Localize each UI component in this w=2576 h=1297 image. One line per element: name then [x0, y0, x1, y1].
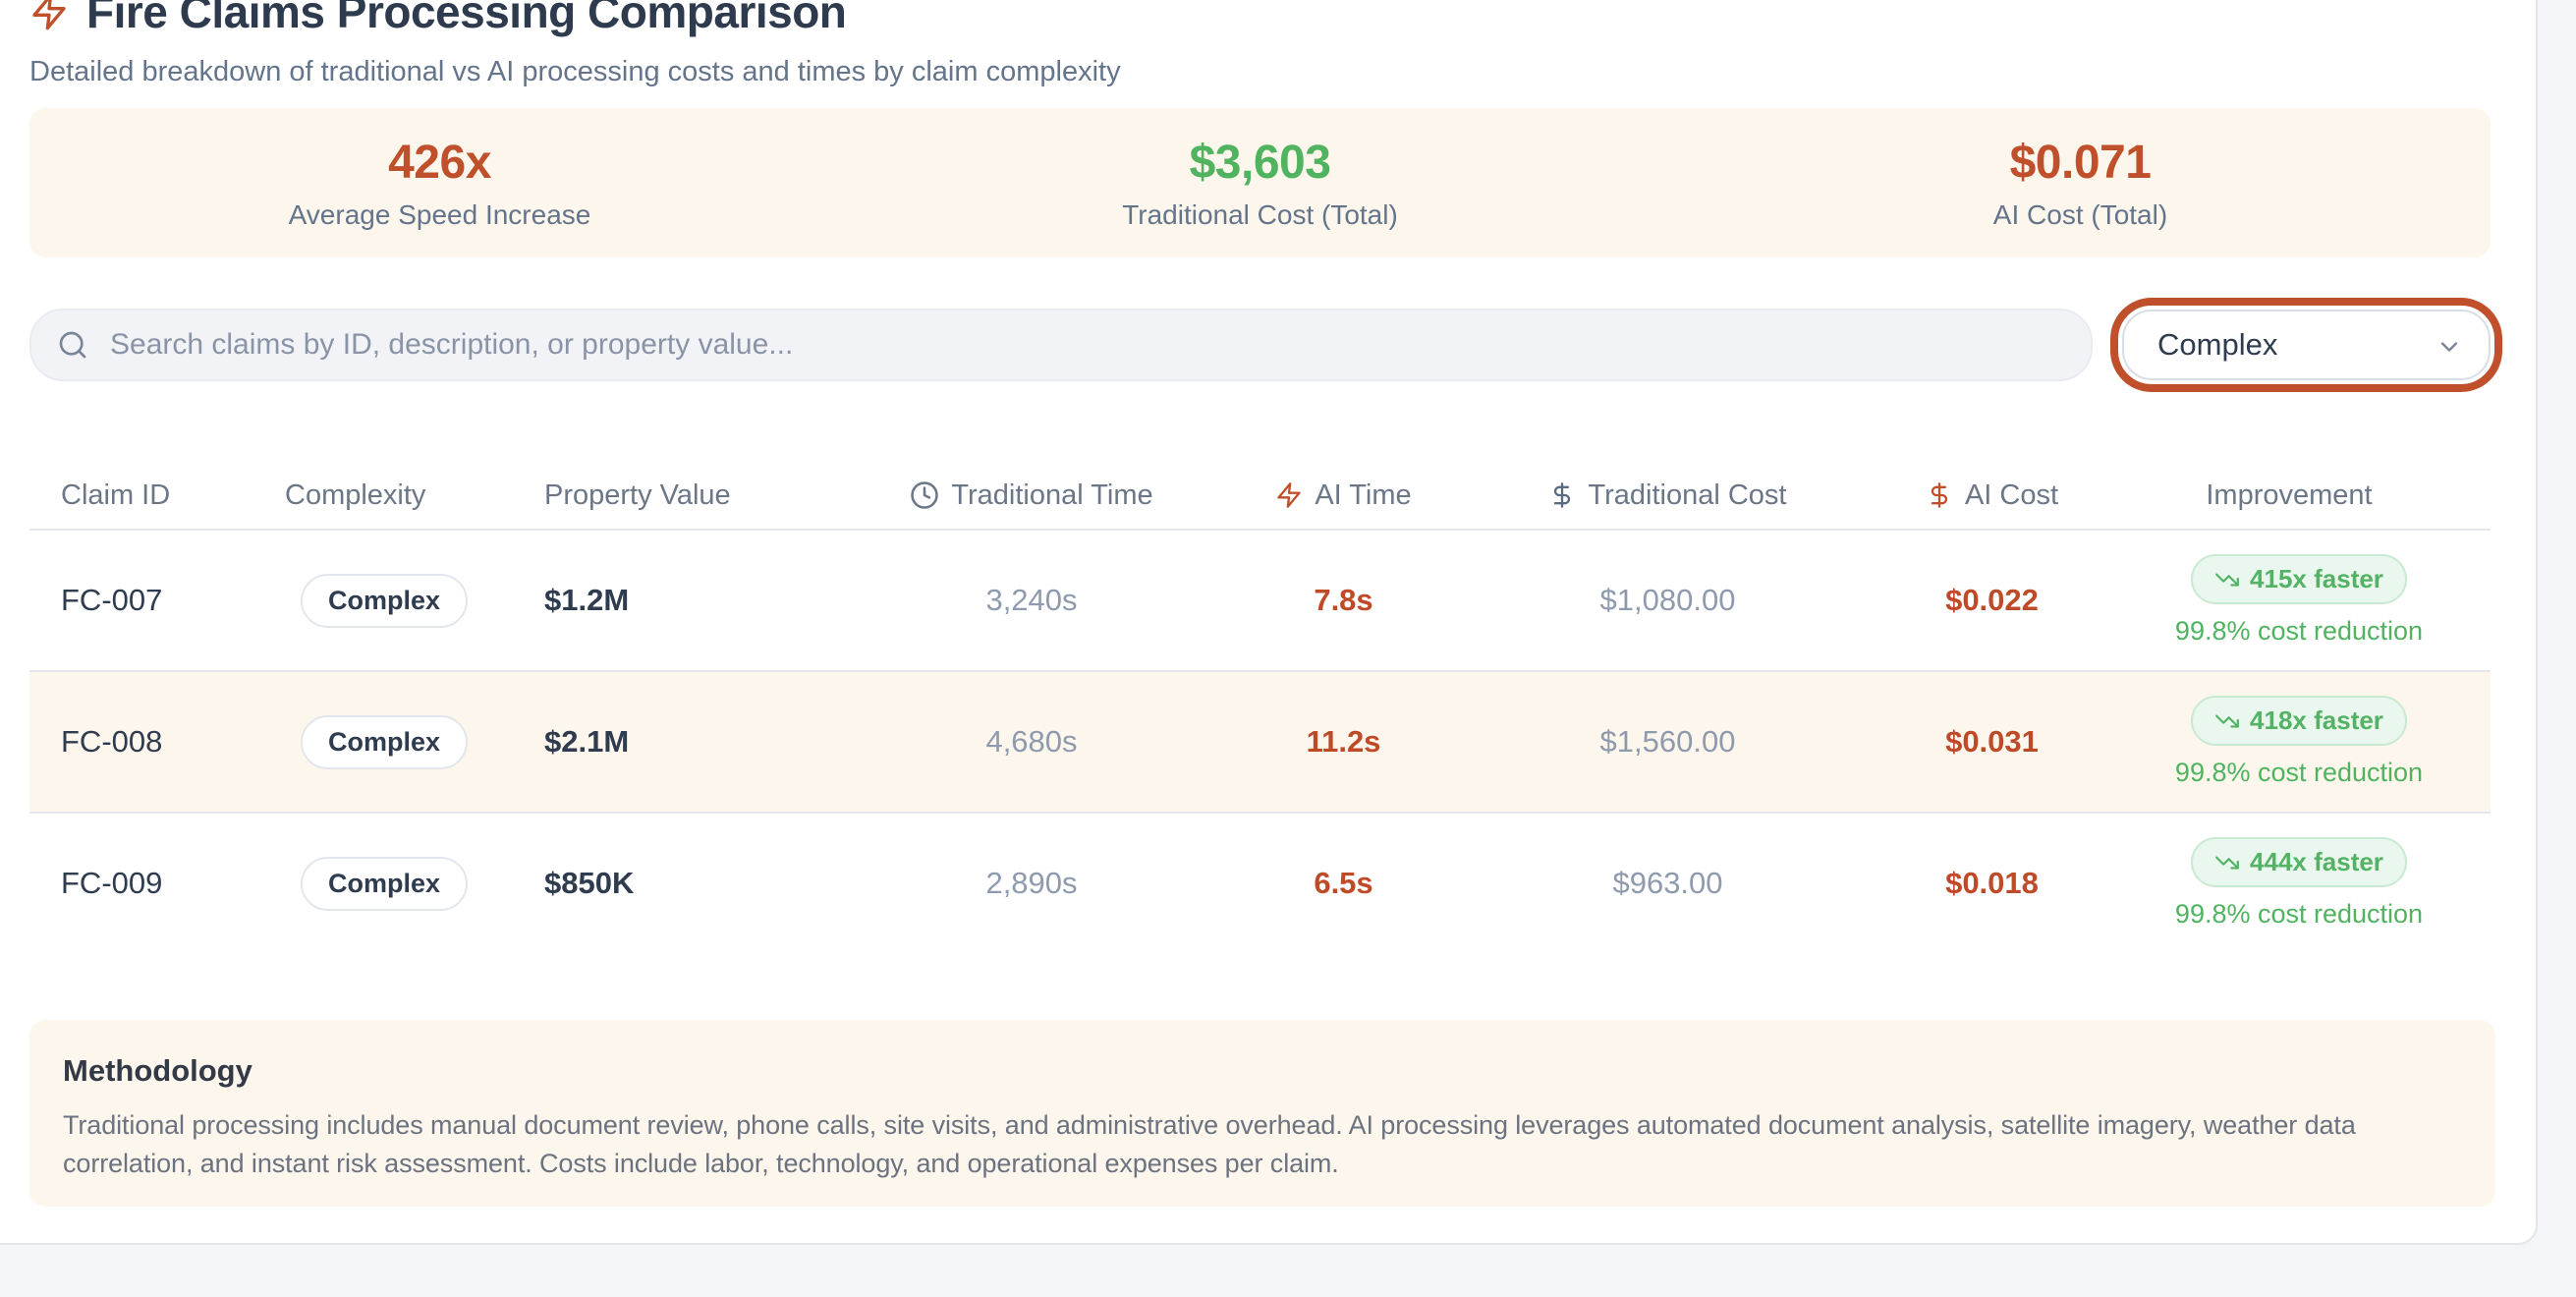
trending-down-icon [2215, 573, 2239, 586]
column-header-complexity: Complexity [285, 479, 426, 511]
complexity-cell: Complex [285, 714, 511, 769]
claim-id-cell: FC-009 [61, 866, 163, 900]
summary-stats-band: 426x Average Speed Increase $3,603 Tradi… [29, 108, 2491, 257]
stat-value: $0.071 [2009, 136, 2152, 189]
main-card: Fire Claims Processing Comparison Detail… [0, 0, 2538, 1245]
complexity-badge: Complex [301, 573, 469, 628]
claim-id-cell: FC-007 [61, 583, 163, 617]
speed-badge: 415x faster [2191, 554, 2407, 604]
clock-icon [911, 481, 939, 509]
column-header-traditional-cost: Traditional Cost [1439, 479, 1896, 512]
claim-id-cell: FC-008 [61, 724, 163, 759]
dollar-icon [1931, 482, 1948, 508]
trending-down-icon [2215, 856, 2239, 869]
stat-speed-increase: 426x Average Speed Increase [29, 136, 850, 231]
traditional-time-cell: 4,680s [985, 724, 1078, 759]
complexity-badge: Complex [301, 856, 469, 911]
dollar-icon [1554, 482, 1571, 508]
ai-cost-cell: $0.018 [1945, 866, 2039, 900]
complexity-cell: Complex [285, 856, 511, 911]
column-header-property-value: Property Value [544, 479, 731, 511]
table-row: FC-008 Complex $2.1M 4,680s 11.2s $1,560… [29, 670, 2491, 812]
complexity-filter-select[interactable]: Complex [2110, 298, 2502, 392]
column-header-ai-time: AI Time [1248, 479, 1439, 512]
property-value-cell: $2.1M [544, 724, 630, 759]
ai-time-cell: 11.2s [1306, 724, 1381, 759]
zap-icon [32, 0, 66, 30]
page-subtitle: Detailed breakdown of traditional vs AI … [29, 56, 1121, 87]
cost-reduction-label: 99.8% cost reduction [2174, 899, 2424, 929]
complexity-cell: Complex [285, 573, 511, 628]
page-title-text: Fire Claims Processing Comparison [86, 0, 847, 37]
improvement-cell: 444x faster 99.8% cost reduction [2088, 837, 2491, 930]
improvement-cell: 418x faster 99.8% cost reduction [2088, 696, 2491, 788]
table-header-row: Claim ID Complexity Property Value Tradi… [29, 462, 2491, 529]
selected-filter-value: Complex [2157, 327, 2278, 362]
ai-cost-cell: $0.031 [1945, 724, 2039, 759]
speed-badge: 418x faster [2191, 696, 2407, 746]
complexity-badge: Complex [301, 714, 469, 769]
stat-value: 426x [388, 136, 491, 189]
stat-label: Average Speed Increase [288, 198, 591, 230]
stat-ai-cost: $0.071 AI Cost (Total) [1670, 136, 2491, 231]
column-header-ai-cost: AI Cost [1896, 479, 2088, 512]
traditional-time-cell: 3,240s [985, 583, 1078, 617]
zap-icon [1277, 482, 1302, 508]
cost-reduction-label: 99.8% cost reduction [2174, 616, 2424, 646]
ai-cost-cell: $0.022 [1945, 583, 2039, 617]
page-title: Fire Claims Processing Comparison [29, 0, 2491, 39]
column-header-traditional-time: Traditional Time [815, 479, 1248, 512]
property-value-cell: $1.2M [544, 583, 630, 617]
methodology-panel: Methodology Traditional processing inclu… [29, 1020, 2495, 1207]
ai-time-cell: 6.5s [1314, 866, 1373, 900]
column-header-improvement: Improvement [2206, 479, 2373, 511]
column-header-claim-id: Claim ID [61, 479, 171, 511]
stat-traditional-cost: $3,603 Traditional Cost (Total) [850, 136, 1670, 231]
table-row: FC-009 Complex $850K 2,890s 6.5s $963.00… [29, 812, 2491, 953]
stat-label: Traditional Cost (Total) [1122, 198, 1398, 230]
traditional-cost-cell: $963.00 [1612, 866, 1723, 900]
stat-value: $3,603 [1189, 136, 1331, 189]
search-icon [59, 331, 86, 359]
stat-label: AI Cost (Total) [1992, 198, 2168, 230]
cost-reduction-label: 99.8% cost reduction [2174, 758, 2424, 787]
speed-badge: 444x faster [2191, 837, 2407, 887]
search-input[interactable] [29, 309, 2093, 381]
ai-time-cell: 7.8s [1314, 583, 1373, 617]
chevron-down-icon [2440, 342, 2458, 352]
trending-down-icon [2215, 714, 2239, 727]
table-row: FC-007 Complex $1.2M 3,240s 7.8s $1,080.… [29, 529, 2491, 670]
traditional-cost-cell: $1,560.00 [1599, 724, 1736, 759]
property-value-cell: $850K [544, 866, 635, 900]
methodology-body: Traditional processing includes manual d… [63, 1110, 2356, 1178]
traditional-time-cell: 2,890s [985, 866, 1078, 900]
methodology-title: Methodology [63, 1053, 252, 1088]
improvement-cell: 415x faster 99.8% cost reduction [2088, 554, 2491, 647]
claims-table: Claim ID Complexity Property Value Tradi… [29, 462, 2491, 953]
traditional-cost-cell: $1,080.00 [1599, 583, 1736, 617]
